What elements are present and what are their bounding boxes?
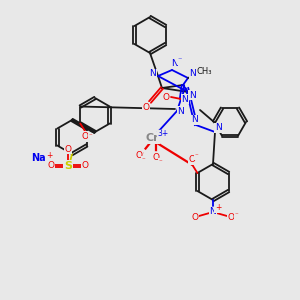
Text: +: +: [46, 151, 52, 160]
Text: Cr: Cr: [145, 133, 159, 143]
Text: O: O: [136, 152, 142, 160]
Text: N: N: [190, 70, 196, 79]
Text: ⁻: ⁻: [178, 56, 182, 64]
Text: O: O: [47, 161, 55, 170]
Text: N: N: [182, 94, 188, 103]
Text: 3+: 3+: [158, 130, 169, 139]
Text: N: N: [192, 116, 198, 124]
Text: N: N: [178, 106, 184, 116]
Text: O: O: [82, 161, 88, 170]
Text: S: S: [64, 161, 72, 171]
Text: ⁻: ⁻: [88, 134, 92, 140]
Text: +: +: [215, 203, 221, 212]
Text: N: N: [189, 91, 195, 100]
Text: ⁻: ⁻: [234, 212, 238, 218]
Text: N: N: [150, 70, 156, 79]
Text: Na: Na: [31, 153, 45, 163]
Text: O: O: [152, 154, 160, 163]
Text: ⁻: ⁻: [141, 157, 145, 163]
Text: ⁻: ⁻: [158, 159, 162, 165]
Text: N: N: [214, 124, 221, 133]
Text: N: N: [171, 59, 177, 68]
Text: O: O: [163, 92, 170, 101]
Text: ⁻: ⁻: [194, 153, 198, 159]
Text: O: O: [189, 155, 196, 164]
Text: CH₃: CH₃: [196, 68, 212, 76]
Text: O: O: [142, 103, 149, 112]
Text: O: O: [191, 212, 199, 221]
Text: O: O: [227, 212, 235, 221]
Text: O: O: [82, 132, 89, 141]
Text: N: N: [210, 208, 216, 217]
Text: O: O: [64, 145, 71, 154]
